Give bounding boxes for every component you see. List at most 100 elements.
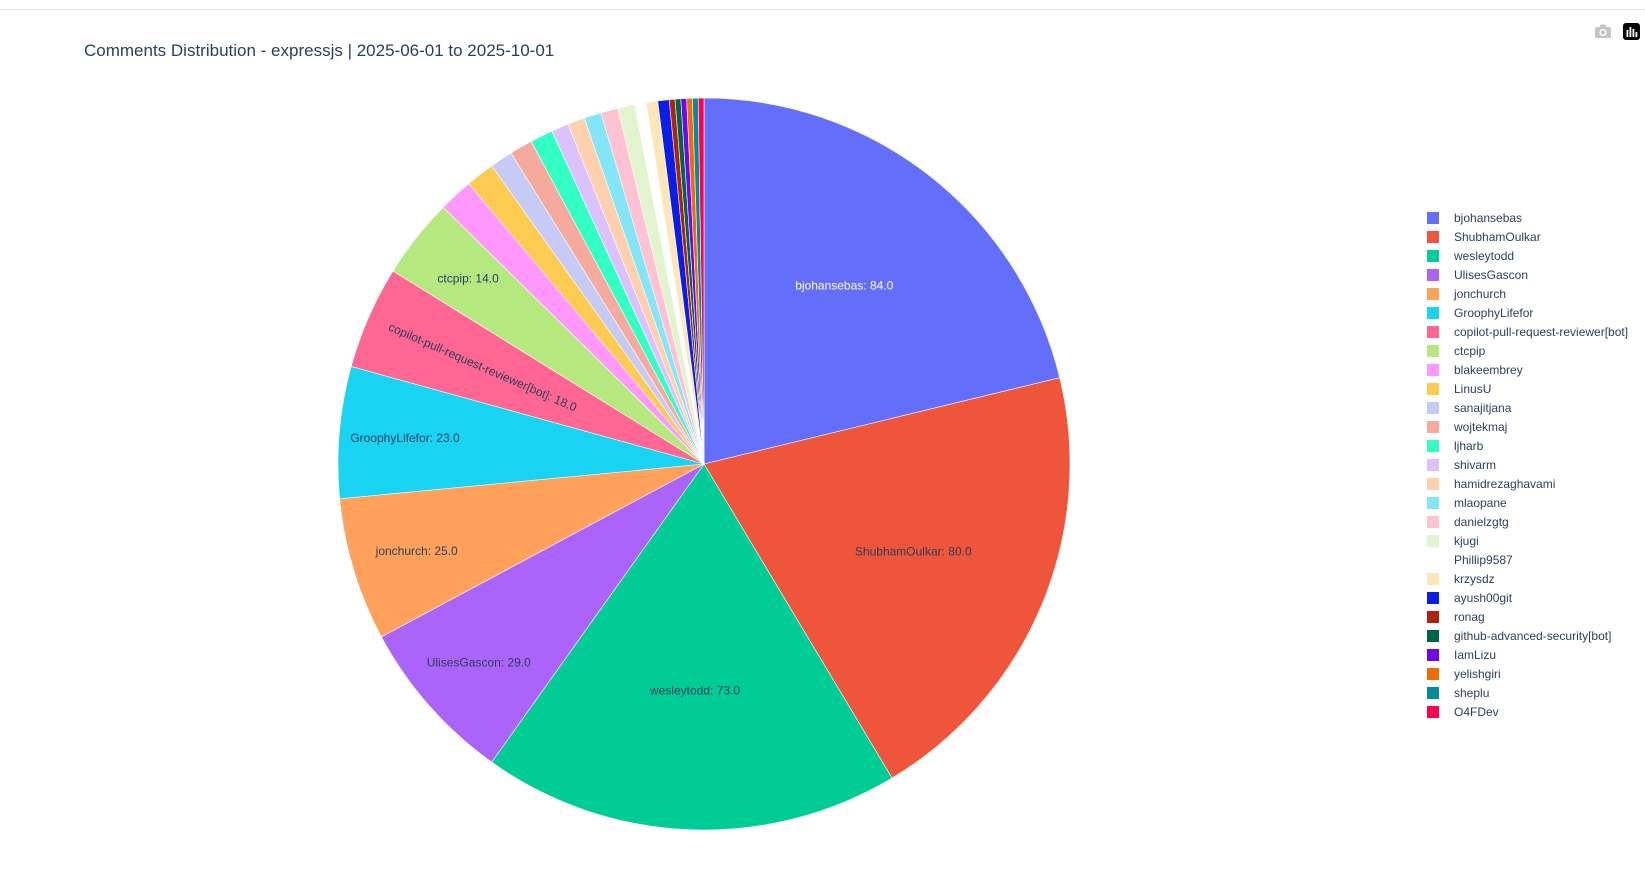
legend-item[interactable]: kjugi (1427, 531, 1628, 550)
pie-chart: bjohansebas: 84.0 ShubhamOulkar: 80.0 wesl… (337, 97, 1071, 831)
legend-item[interactable]: ronag (1427, 607, 1628, 626)
legend-swatch (1427, 667, 1439, 680)
legend-swatch (1427, 477, 1439, 490)
legend-item[interactable]: LinusU (1427, 379, 1628, 398)
legend-swatch (1427, 553, 1439, 566)
legend-swatch (1427, 382, 1439, 395)
pie-slice-wesleytodd[interactable] (491, 463, 893, 831)
legend-label: copilot-pull-request-reviewer[bot] (1454, 324, 1629, 339)
legend-item[interactable]: jonchurch (1427, 284, 1628, 303)
download-plot-button[interactable] (1593, 21, 1613, 41)
legend-label: wojtekmaj (1454, 419, 1508, 434)
legend-swatch (1427, 306, 1439, 319)
legend-item[interactable]: Phillip9587 (1427, 550, 1628, 569)
legend-swatch (1427, 458, 1439, 471)
legend-item[interactable]: bjohansebas (1427, 208, 1628, 227)
legend-label: shivarm (1454, 457, 1497, 472)
legend-label: GroophyLifefor (1454, 305, 1534, 320)
slice-label: jonchurch: 25.0 (375, 544, 458, 558)
legend-label: O4FDev (1454, 704, 1499, 719)
legend-swatch (1427, 344, 1439, 357)
pie-slice-o4fdev[interactable] (697, 97, 705, 465)
legend-label: krzysdz (1454, 571, 1495, 586)
top-divider (0, 9, 1645, 10)
legend-item[interactable]: mlaopane (1427, 493, 1628, 512)
pie-slice-bjohansebas[interactable] (703, 97, 1061, 465)
legend-item[interactable]: hamidrezaghavami (1427, 474, 1628, 493)
chart-title: Comments Distribution - expressjs | 2025… (84, 41, 555, 60)
legend-item[interactable]: yelishgiri (1427, 664, 1628, 683)
legend-item[interactable]: O4FDev (1427, 702, 1628, 721)
legend-label: IamLizu (1454, 647, 1497, 662)
legend-label: kjugi (1454, 533, 1479, 548)
slice-label: wesleytodd: 73.0 (649, 684, 740, 698)
legend-label: danielzgtg (1454, 514, 1509, 529)
legend-swatch (1427, 610, 1439, 623)
plotly-logo-button[interactable] (1621, 21, 1641, 41)
chart-legend: bjohansebas ShubhamOulkar wesleytodd Ulises… (1427, 208, 1628, 721)
legend-item[interactable]: ljharb (1427, 436, 1628, 455)
slice-label: ShubhamOulkar: 80.0 (855, 545, 972, 559)
legend-swatch (1427, 249, 1439, 262)
legend-swatch (1427, 591, 1439, 604)
legend-swatch (1427, 648, 1439, 661)
legend-swatch (1427, 629, 1439, 642)
pie-slice-jonchurch[interactable] (339, 463, 705, 638)
legend-swatch (1427, 287, 1439, 300)
legend-label: github-advanced-security[bot] (1454, 628, 1612, 643)
legend-label: ljharb (1454, 438, 1484, 453)
legend-item[interactable]: wesleytodd (1427, 246, 1628, 265)
legend-label: ShubhamOulkar (1454, 229, 1541, 244)
plotly-logo-icon (1622, 22, 1640, 40)
legend-label: sheplu (1454, 685, 1490, 700)
legend-label: hamidrezaghavami (1454, 476, 1556, 491)
slice-label: GroophyLifefor: 23.0 (350, 431, 460, 445)
legend-swatch (1427, 363, 1439, 376)
legend-swatch (1427, 439, 1439, 452)
legend-label: mlaopane (1454, 495, 1507, 510)
legend-swatch (1427, 534, 1439, 547)
legend-swatch (1427, 420, 1439, 433)
legend-swatch (1427, 705, 1439, 718)
legend-swatch (1427, 325, 1439, 338)
legend-item[interactable]: copilot-pull-request-reviewer[bot] (1427, 322, 1628, 341)
legend-item[interactable]: shivarm (1427, 455, 1628, 474)
legend-label: yelishgiri (1454, 666, 1501, 681)
legend-label: ronag (1454, 609, 1485, 624)
pie-slice-groophylifefor[interactable] (337, 366, 705, 500)
legend-item[interactable]: IamLizu (1427, 645, 1628, 664)
slice-label: ctcpip: 14.0 (437, 271, 499, 285)
pie-slice-shubhamoulkar[interactable] (703, 377, 1071, 779)
legend-item[interactable]: wojtekmaj (1427, 417, 1628, 436)
legend-item[interactable]: ctcpip (1427, 341, 1628, 360)
legend-item[interactable]: ShubhamOulkar (1427, 227, 1628, 246)
legend-swatch (1427, 268, 1439, 281)
legend-label: wesleytodd (1454, 248, 1515, 263)
legend-item[interactable]: GroophyLifefor (1427, 303, 1628, 322)
legend-item[interactable]: danielzgtg (1427, 512, 1628, 531)
legend-label: ctcpip (1454, 343, 1486, 358)
legend-item[interactable]: sanajitjana (1427, 398, 1628, 417)
slice-label: UlisesGascon: 29.0 (427, 655, 531, 669)
legend-item[interactable]: UlisesGascon (1427, 265, 1628, 284)
legend-item[interactable]: ayush00git (1427, 588, 1628, 607)
legend-swatch (1427, 211, 1439, 224)
legend-swatch (1427, 515, 1439, 528)
pie-slice-ulisesgascon[interactable] (380, 463, 705, 763)
legend-swatch (1427, 686, 1439, 699)
legend-label: sanajitjana (1454, 400, 1512, 415)
chart-modebar (1593, 21, 1641, 41)
legend-item[interactable]: sheplu (1427, 683, 1628, 702)
legend-item[interactable]: blakeembrey (1427, 360, 1628, 379)
legend-item[interactable]: github-advanced-security[bot] (1427, 626, 1628, 645)
legend-label: UlisesGascon (1454, 267, 1529, 282)
legend-swatch (1427, 496, 1439, 509)
legend-item[interactable]: krzysdz (1427, 569, 1628, 588)
legend-swatch (1427, 230, 1439, 243)
legend-swatch (1427, 572, 1439, 585)
slice-label: bjohansebas: 84.0 (795, 279, 893, 293)
legend-label: LinusU (1454, 381, 1492, 396)
legend-label: bjohansebas (1454, 210, 1523, 225)
legend-label: blakeembrey (1454, 362, 1523, 377)
legend-label: ayush00git (1454, 590, 1513, 605)
